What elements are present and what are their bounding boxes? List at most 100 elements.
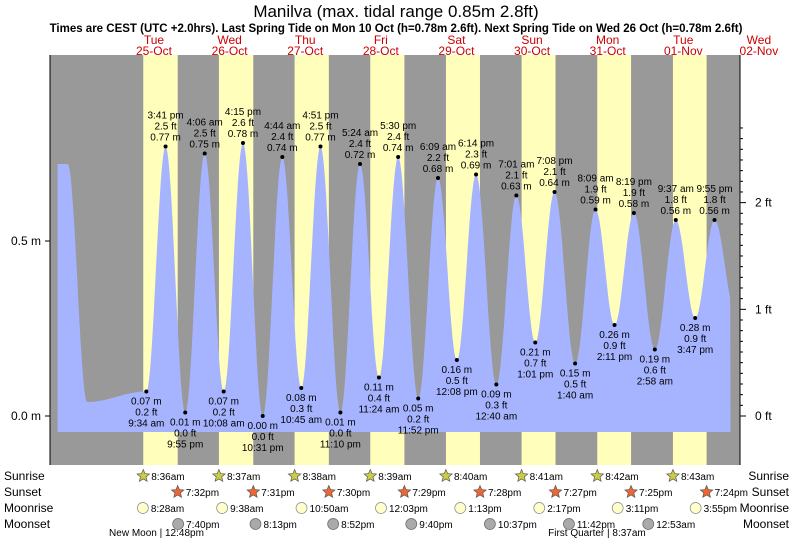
- sunset-icon: [624, 484, 639, 499]
- low-tide-ft: 0.3 ft: [290, 404, 312, 415]
- low-tide-ft: 0.0 ft: [174, 429, 196, 440]
- moonset-icon: [172, 518, 184, 530]
- y-tick-label-m: 0.0 m: [11, 409, 41, 423]
- high-tide-marker: [318, 144, 323, 149]
- sunset-icon: [397, 484, 412, 499]
- low-tide-marker: [299, 386, 304, 390]
- low-tide-time: 9:55 pm: [167, 440, 203, 451]
- high-tide-height: 0.77 m: [305, 133, 336, 144]
- sunset-icon: [246, 484, 261, 499]
- low-tide-marker: [376, 375, 381, 380]
- moonrise-icon: [454, 502, 467, 514]
- low-tide-ft: 0.3 ft: [485, 401, 507, 412]
- low-tide-time: 9:34 am: [128, 419, 164, 430]
- axes: 0.0 m 0.5 m 0 ft 1 ft 2 ft: [11, 55, 772, 465]
- moonrise-time: 10:50am: [310, 504, 349, 515]
- high-tide-ft: 1.8 ft: [703, 195, 725, 206]
- moonset-time: 9:40pm: [419, 520, 452, 531]
- high-tide-height: 0.78 m: [228, 129, 259, 140]
- low-tide-time: 10:31 pm: [242, 443, 284, 454]
- day-date: 28-Oct: [363, 44, 400, 58]
- day-date: 26-Oct: [212, 44, 249, 58]
- low-tide-time: 3:47 pm: [677, 345, 713, 356]
- low-tide-marker: [183, 410, 188, 415]
- high-tide-marker: [712, 218, 717, 222]
- low-tide-time: 11:52 pm: [398, 426, 439, 437]
- high-tide-time: 7:08 pm: [536, 156, 572, 167]
- low-tide-marker: [533, 340, 538, 345]
- low-tide-height: 0.07 m: [208, 397, 239, 408]
- low-tide-ft: 0.0 ft: [329, 429, 351, 440]
- row-label-sunset-right: Sunset: [752, 485, 790, 499]
- high-tide-marker: [280, 155, 285, 159]
- moonrise-time: 8:28am: [151, 504, 184, 515]
- moonrise-icon: [295, 502, 308, 514]
- high-tide-height: 0.58 m: [619, 199, 650, 210]
- low-tide-ft: 0.7 ft: [524, 359, 546, 370]
- chart-title: Manilva (max. tidal range 0.85m 2.8ft): [253, 2, 538, 21]
- sunset-time: 7:24pm: [715, 488, 748, 499]
- low-tide-height: 0.00 m: [247, 421, 278, 432]
- high-tide-time: 8:09 am: [577, 174, 613, 185]
- moonrise-icon: [611, 502, 624, 514]
- day-name: Sun: [521, 33, 542, 47]
- low-tide-height: 0.28 m: [680, 323, 711, 334]
- high-tide-ft: 2.4 ft: [349, 139, 371, 150]
- sunset-icon: [548, 484, 563, 499]
- high-tide-ft: 2.5 ft: [154, 122, 176, 133]
- day-name: Sat: [447, 33, 466, 47]
- day-date: 25-Oct: [136, 44, 173, 58]
- row-label-moonrise-right: Moonrise: [740, 501, 790, 515]
- high-tide-time: 6:09 am: [420, 142, 456, 153]
- tide-labels: 0.07 m0.2 ft9:34 am3:41 pm2.5 ft0.77 m0.…: [128, 107, 732, 454]
- low-tide-ft: 0.2 ft: [407, 415, 429, 426]
- high-tide-time: 9:55 pm: [696, 184, 732, 195]
- low-tide-time: 1:01 pm: [517, 370, 553, 381]
- sunset-time: 7:31pm: [261, 488, 294, 499]
- sunrise-time: 8:36am: [151, 472, 184, 483]
- high-tide-height: 0.56 m: [699, 206, 730, 217]
- y-tick-label-m: 0.5 m: [11, 234, 41, 248]
- row-label-moonset: Moonset: [4, 517, 51, 531]
- moonset-icon: [405, 518, 418, 530]
- sunset-time: 7:27pm: [564, 488, 597, 499]
- row-label-sunset: Sunset: [4, 485, 42, 499]
- high-tide-height: 0.59 m: [580, 196, 611, 207]
- high-tide-time: 4:44 am: [264, 121, 300, 132]
- high-tide-height: 0.77 m: [150, 133, 181, 144]
- high-tide-height: 0.69 m: [461, 161, 492, 172]
- high-tide-height: 0.72 m: [345, 150, 376, 161]
- low-tide-height: 0.07 m: [131, 397, 162, 408]
- day-date: 02-Nov: [740, 44, 779, 58]
- sun-moon-rows: Sunrise Sunrise Sunset Sunset Moonrise Moonri…: [4, 468, 790, 539]
- low-tide-height: 0.11 m: [364, 383, 394, 394]
- low-tide-time: 12:40 am: [476, 412, 518, 423]
- sunrise-time: 8:42am: [605, 472, 638, 483]
- low-tide-height: 0.19 m: [640, 355, 671, 366]
- moon-phase-first-quarter: First Quarter | 8:37am: [548, 528, 646, 539]
- low-tide-height: 0.05 m: [403, 404, 434, 415]
- high-tide-marker: [514, 193, 519, 198]
- moonrise-time: 9:38am: [230, 504, 263, 515]
- low-tide-height: 0.09 m: [481, 390, 512, 401]
- high-tide-ft: 1.8 ft: [665, 195, 687, 206]
- low-tide-height: 0.26 m: [599, 330, 630, 341]
- high-tide-time: 5:24 am: [342, 128, 378, 139]
- high-tide-height: 0.74 m: [267, 143, 298, 154]
- high-tide-marker: [673, 218, 678, 222]
- moonrise-time: 12:03pm: [389, 504, 428, 515]
- low-tide-height: 0.01 m: [325, 418, 356, 429]
- sunset-icon: [170, 484, 185, 499]
- low-tide-ft: 0.9 ft: [684, 334, 706, 345]
- low-tide-ft: 0.6 ft: [644, 366, 666, 377]
- day-date: 31-Oct: [590, 44, 627, 58]
- high-tide-ft: 2.2 ft: [427, 153, 449, 164]
- low-tide-time: 1:40 am: [557, 391, 593, 402]
- tide-area: [57, 143, 731, 432]
- high-tide-marker: [436, 176, 441, 180]
- high-tide-time: 4:15 pm: [225, 107, 261, 118]
- high-tide-time: 4:51 pm: [302, 111, 338, 122]
- sunrise-time: 8:37am: [227, 472, 260, 483]
- moonrise-icon: [375, 502, 387, 514]
- moonrise-icon: [689, 502, 702, 514]
